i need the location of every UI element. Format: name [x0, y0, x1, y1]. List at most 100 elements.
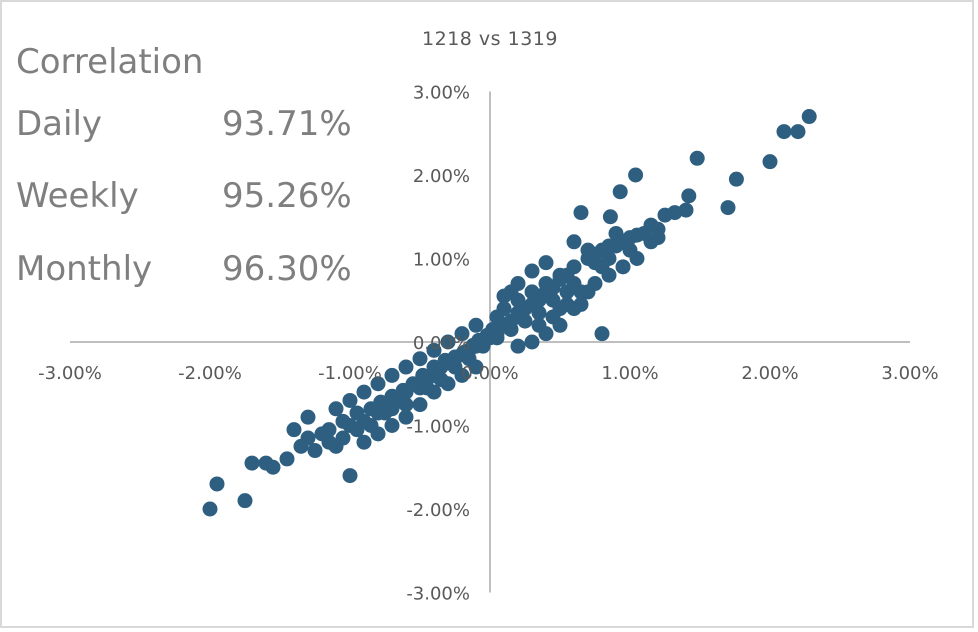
- data-point: [342, 392, 358, 408]
- data-point: [349, 405, 365, 421]
- data-point: [419, 380, 435, 396]
- data-point: [398, 409, 414, 425]
- data-point: [762, 154, 778, 170]
- data-point: [628, 167, 644, 183]
- x-tick-label: 3.00%: [881, 363, 938, 384]
- data-point: [552, 317, 568, 333]
- data-point: [279, 451, 295, 467]
- data-point: [650, 230, 666, 246]
- data-point: [475, 338, 491, 354]
- y-tick-label: -2.00%: [406, 500, 470, 521]
- data-point: [293, 438, 309, 454]
- data-point: [342, 468, 358, 484]
- data-point: [426, 342, 442, 358]
- data-point: [370, 376, 386, 392]
- correlation-value: 96.30%: [222, 249, 352, 289]
- data-point: [552, 301, 568, 317]
- data-point: [615, 259, 631, 275]
- x-tick-label: 1.00%: [601, 363, 658, 384]
- data-point: [237, 493, 253, 509]
- correlation-heading: Correlation: [16, 42, 204, 82]
- data-point: [801, 109, 817, 125]
- x-tick-label: -1.00%: [318, 363, 382, 384]
- data-point: [489, 330, 505, 346]
- data-point: [622, 230, 638, 246]
- data-point: [503, 321, 519, 337]
- data-point: [286, 422, 302, 438]
- data-point: [531, 317, 547, 333]
- data-point: [412, 397, 428, 413]
- data-point: [594, 326, 610, 342]
- correlation-value: 93.71%: [222, 104, 352, 144]
- data-point: [601, 238, 617, 254]
- data-point: [573, 205, 589, 221]
- data-point: [689, 150, 705, 166]
- data-point: [398, 359, 414, 375]
- correlation-label: Weekly: [16, 176, 139, 216]
- data-point: [244, 455, 260, 471]
- data-point: [356, 434, 372, 450]
- y-tick-label: 2.00%: [413, 166, 470, 187]
- data-point: [510, 338, 526, 354]
- data-point: [657, 207, 673, 223]
- data-point: [447, 359, 463, 375]
- y-tick-label: 3.00%: [413, 83, 470, 104]
- data-point: [573, 296, 589, 312]
- data-point: [321, 422, 337, 438]
- data-point: [384, 367, 400, 383]
- x-tick-label: -3.00%: [38, 363, 102, 384]
- data-point: [531, 305, 547, 321]
- y-tick-label: 0.00%: [413, 333, 470, 354]
- data-point: [321, 434, 337, 450]
- data-point: [608, 225, 624, 241]
- data-point: [790, 124, 806, 140]
- data-point: [356, 384, 372, 400]
- data-point: [538, 255, 554, 271]
- data-point: [580, 284, 596, 300]
- data-point: [202, 501, 218, 517]
- data-point: [496, 301, 512, 317]
- data-point: [395, 382, 411, 398]
- data-point: [776, 124, 792, 140]
- data-point: [454, 326, 470, 342]
- data-point: [552, 267, 568, 283]
- data-point: [517, 313, 533, 329]
- x-tick-labels: -3.00% -2.00% -1.00% 0.00% 1.00% 2.00% 3.00%: [38, 363, 938, 384]
- data-point: [681, 188, 697, 204]
- data-point: [524, 263, 540, 279]
- correlation-row-daily: Daily 93.71%: [16, 104, 356, 148]
- data-point: [728, 171, 744, 187]
- data-point: [538, 276, 554, 292]
- data-point: [566, 276, 582, 292]
- data-point: [612, 184, 628, 200]
- data-point: [398, 397, 414, 413]
- data-point: [307, 443, 323, 459]
- data-point: [720, 200, 736, 216]
- data-point: [433, 372, 449, 388]
- data-point: [415, 367, 431, 383]
- data-point: [461, 351, 477, 367]
- data-point: [587, 246, 603, 262]
- data-point: [566, 259, 582, 275]
- x-tick-label: 2.00%: [741, 363, 798, 384]
- x-tick-label: 0.00%: [461, 363, 518, 384]
- data-point: [629, 251, 645, 266]
- data-point: [363, 418, 379, 433]
- x-tick-label: -2.00%: [178, 363, 242, 384]
- data-point: [258, 455, 274, 471]
- y-tick-label: -3.00%: [406, 584, 470, 605]
- chart-title: 1218 vs 1319: [422, 28, 558, 50]
- data-point: [440, 334, 456, 350]
- data-point: [566, 234, 582, 250]
- data-point: [384, 388, 400, 404]
- data-point: [377, 405, 393, 421]
- data-point: [335, 413, 351, 429]
- points-group: [202, 109, 817, 517]
- correlation-row-monthly: Monthly 96.30%: [16, 249, 356, 293]
- data-point: [468, 317, 484, 333]
- y-tick-label: 1.00%: [413, 250, 470, 271]
- data-point: [300, 409, 316, 425]
- y-tick-labels: 3.00% 2.00% 1.00% 0.00% -1.00% -2.00% -3.00%: [406, 83, 470, 605]
- data-point: [209, 476, 225, 492]
